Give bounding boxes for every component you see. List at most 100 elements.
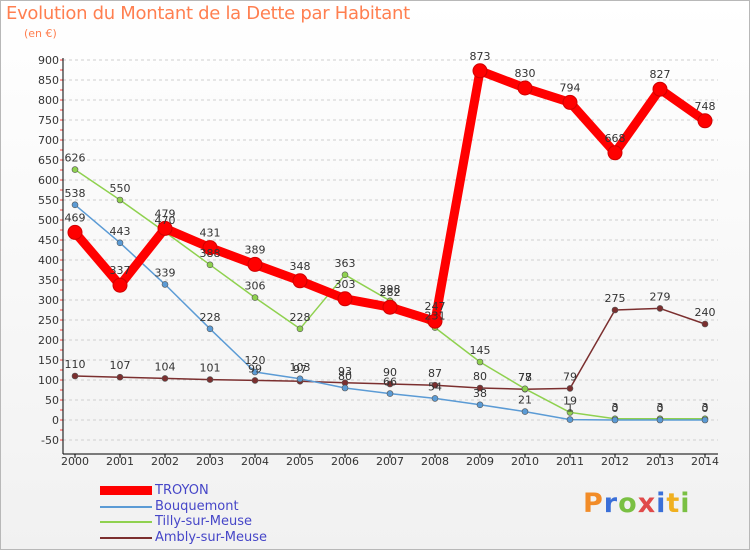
data-label-tilly: 306	[245, 280, 266, 293]
data-label-tilly: 626	[65, 152, 86, 165]
data-label-ambly: 77	[518, 371, 532, 384]
data-label-ambly: 104	[155, 360, 176, 373]
x-tick-label: 2000	[61, 455, 89, 468]
logo-letter: t	[666, 488, 681, 519]
data-point-bouquemont	[386, 390, 394, 397]
legend-swatch-ambly	[100, 536, 152, 539]
data-label-troyon: 247	[425, 300, 446, 313]
data-point-bouquemont	[656, 416, 664, 424]
data-point-bouquemont	[431, 395, 439, 402]
data-point-bouquemont	[566, 416, 574, 423]
data-point-bouquemont	[341, 384, 349, 392]
data-label-tilly: 78	[518, 371, 532, 384]
data-point-troyon	[652, 81, 668, 97]
logo-letter: i	[680, 488, 691, 519]
data-point-tilly	[251, 294, 259, 301]
data-point-troyon	[337, 291, 353, 307]
data-label-troyon: 794	[560, 81, 581, 94]
data-label-bouquemont: 54	[428, 380, 442, 393]
y-tick-label: 200	[38, 334, 59, 347]
data-label-bouquemont: 0	[702, 402, 709, 415]
y-tick-label: 550	[38, 194, 59, 207]
data-point-bouquemont	[476, 401, 484, 409]
data-label-bouquemont: 538	[65, 187, 86, 200]
data-label-tilly: 19	[563, 394, 577, 407]
data-label-ambly: 110	[65, 358, 86, 371]
data-label-troyon: 668	[605, 132, 626, 145]
data-label-troyon: 469	[65, 211, 86, 224]
y-tick-label: 0	[52, 414, 59, 427]
data-label-bouquemont: 80	[338, 370, 352, 383]
data-label-bouquemont: 66	[383, 376, 397, 389]
data-point-troyon	[562, 94, 578, 110]
data-point-troyon	[607, 145, 623, 161]
data-label-ambly: 279	[650, 290, 671, 303]
data-point-troyon	[67, 224, 83, 240]
data-point-bouquemont	[296, 375, 304, 383]
y-tick-label: 450	[38, 234, 59, 247]
data-point-tilly	[476, 358, 484, 366]
y-tick-label: 900	[38, 54, 59, 67]
x-tick-label: 2010	[511, 455, 539, 468]
data-point-ambly	[251, 377, 259, 384]
data-label-ambly: 240	[695, 306, 716, 319]
legend-label-tilly: Tilly-sur-Meuse	[155, 514, 252, 529]
legend-label-ambly: Ambly-sur-Meuse	[155, 529, 268, 545]
chart-subtitle: (en €)	[24, 27, 57, 40]
data-label-troyon: 348	[290, 260, 311, 273]
data-label-bouquemont: 0	[612, 402, 619, 415]
legend-label-bouquemont: Bouquemont	[155, 498, 239, 514]
y-tick-label: 50	[45, 394, 59, 407]
x-tick-label: 2007	[376, 455, 404, 468]
data-label-ambly: 79	[563, 370, 577, 383]
data-label-troyon: 479	[155, 207, 176, 220]
data-point-tilly	[116, 196, 124, 204]
x-tick-label: 2008	[421, 455, 449, 468]
data-label-bouquemont: 38	[473, 387, 487, 400]
data-point-tilly	[296, 325, 304, 333]
data-point-ambly	[611, 306, 619, 314]
data-label-ambly: 99	[248, 362, 262, 375]
data-point-troyon	[427, 313, 443, 329]
data-point-troyon	[517, 80, 533, 96]
data-label-tilly: 388	[200, 247, 221, 260]
logo-letter: o	[618, 488, 638, 519]
y-tick-label: 350	[38, 274, 59, 287]
data-point-tilly	[71, 166, 79, 173]
data-label-troyon: 303	[335, 278, 356, 291]
data-label-ambly: 80	[473, 370, 487, 383]
data-label-tilly: 550	[110, 182, 131, 195]
y-tick-label: -50	[41, 434, 59, 447]
data-point-ambly	[116, 373, 124, 381]
x-tick-label: 2009	[466, 455, 494, 468]
data-point-troyon	[292, 273, 308, 289]
data-label-bouquemont: 228	[200, 311, 221, 324]
data-label-tilly: 3	[657, 401, 664, 414]
data-label-ambly: 93	[338, 365, 352, 378]
data-label-ambly: 90	[383, 366, 397, 379]
y-tick-label: 150	[38, 354, 59, 367]
data-label-troyon: 748	[695, 100, 716, 113]
data-point-ambly	[386, 380, 394, 388]
y-tick-label: 700	[38, 134, 59, 147]
x-tick-label: 2014	[691, 455, 719, 468]
data-point-ambly	[566, 385, 574, 392]
x-tick-label: 2006	[331, 455, 359, 468]
data-label-ambly: 87	[428, 367, 442, 380]
data-point-troyon	[472, 63, 488, 79]
data-label-tilly: 231	[425, 310, 446, 323]
data-label-bouquemont: 21	[518, 394, 532, 407]
y-tick-label: 850	[38, 74, 59, 87]
data-point-ambly	[701, 320, 709, 328]
data-point-bouquemont	[701, 416, 709, 424]
data-point-troyon	[202, 240, 218, 256]
data-point-bouquemont	[206, 325, 214, 333]
logo-letter: x	[637, 488, 657, 519]
data-point-ambly	[476, 384, 484, 392]
x-tick-label: 2002	[151, 455, 179, 468]
data-label-tilly: 470	[155, 214, 176, 227]
data-point-tilly	[341, 271, 349, 279]
x-tick-label: 2001	[106, 455, 134, 468]
x-tick-label: 2003	[196, 455, 224, 468]
